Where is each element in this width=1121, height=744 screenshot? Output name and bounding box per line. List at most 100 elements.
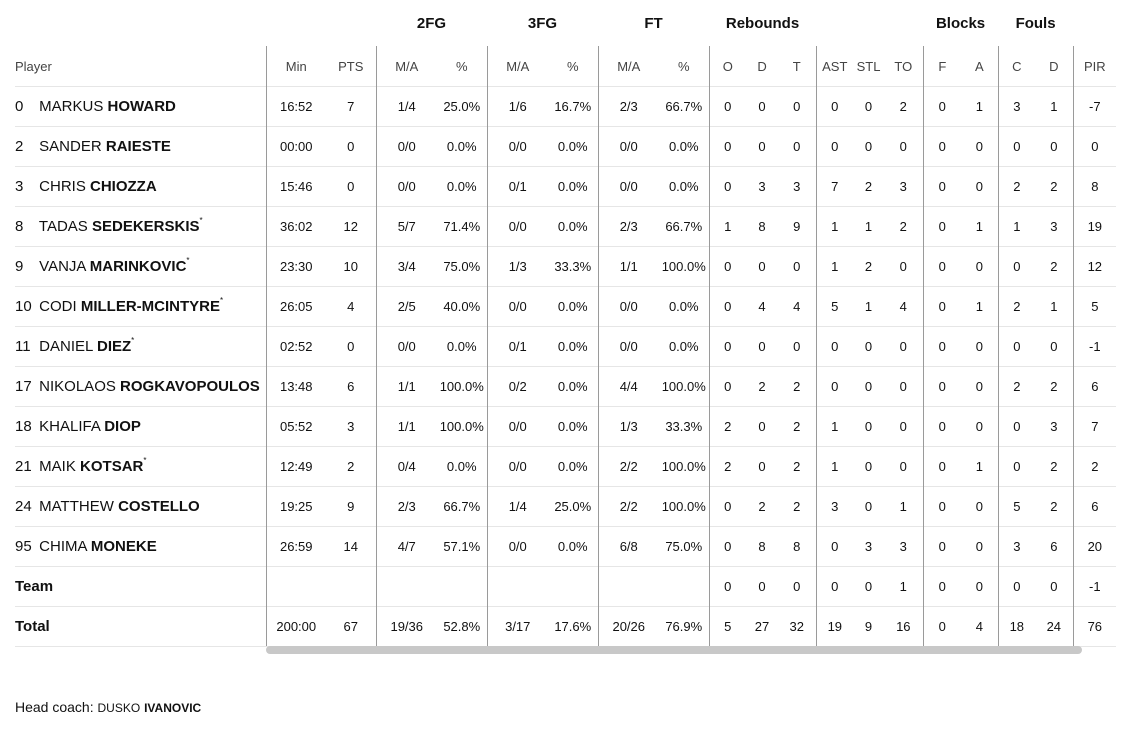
cell-reb-tot: 0 bbox=[778, 86, 817, 127]
cell-foul-drawn: 2 bbox=[1035, 486, 1074, 527]
header-ft-ma[interactable]: M/A bbox=[597, 46, 659, 87]
cell-stl: 0 bbox=[853, 126, 885, 167]
header-2fg-pct[interactable]: % bbox=[455, 58, 468, 74]
cell-3fg-ma: 3/17 bbox=[486, 606, 548, 647]
player-name-cell[interactable]: 0 MARKUS HOWARD bbox=[15, 86, 266, 127]
header-player[interactable]: Player bbox=[15, 58, 52, 74]
cell-reb-off: 2 bbox=[708, 446, 747, 487]
player-name-cell[interactable]: 8 TADAS SEDEKERSKIS* bbox=[15, 206, 266, 247]
cell-pts: 7 bbox=[326, 86, 376, 127]
cell-min: 12:49 bbox=[265, 446, 326, 487]
cell-foul-committed: 1 bbox=[997, 206, 1036, 247]
player-number: 3 bbox=[15, 178, 24, 195]
team-row: Team 0 0 0 0 0 1 0 0 0 0 -1 bbox=[15, 566, 1117, 607]
cell-blk-against: 0 bbox=[961, 326, 999, 367]
player-first-name: MATTHEW bbox=[39, 498, 114, 515]
cell-stl: 0 bbox=[853, 486, 885, 527]
player-name-cell[interactable]: 3 CHRIS CHIOZZA bbox=[15, 166, 266, 207]
player-name-cell[interactable]: 24 MATTHEW COSTELLO bbox=[15, 486, 266, 527]
header-2fg-ma[interactable]: M/A bbox=[375, 46, 437, 87]
player-row: 21 MAIK KOTSAR* 12:49 2 0/4 0.0% 0/0 0.0% 2/2 10… bbox=[15, 446, 1117, 487]
cell-foul-committed: 2 bbox=[997, 166, 1036, 207]
header-reb-def[interactable]: D bbox=[757, 58, 767, 74]
player-name-cell[interactable]: 2 SANDER RAIESTE bbox=[15, 126, 266, 167]
cell-blk-against: 1 bbox=[961, 86, 999, 127]
player-first-name: KHALIFA bbox=[39, 418, 101, 435]
player-name-cell[interactable]: 10 CODI MILLER-MCINTYRE* bbox=[15, 286, 266, 327]
header-to[interactable]: TO bbox=[894, 58, 913, 74]
cell-reb-tot: 32 bbox=[778, 606, 817, 647]
player-row: 18 KHALIFA DIOP 05:52 3 1/1 100.0% 0/0 0.0% 1/3… bbox=[15, 406, 1117, 447]
cell-stl: 9 bbox=[853, 606, 885, 647]
cell-min: 15:46 bbox=[265, 166, 326, 207]
cell-ft-ma: 0/0 bbox=[597, 166, 659, 207]
cell-3fg-pct bbox=[548, 566, 598, 607]
player-name-cell[interactable]: 95 CHIMA MONEKE bbox=[15, 526, 266, 567]
header-3fg-pct[interactable]: % bbox=[566, 58, 579, 74]
player-number: 95 bbox=[15, 538, 32, 555]
player-last-name: ROGKAVOPOULOS bbox=[120, 378, 260, 395]
header-blk-against[interactable]: A bbox=[974, 58, 984, 74]
cell-reb-def: 0 bbox=[746, 446, 779, 487]
cell-3fg-ma: 0/1 bbox=[486, 166, 548, 207]
header-min[interactable]: Min bbox=[265, 46, 326, 87]
starter-marker-icon: * bbox=[220, 296, 224, 305]
cell-blk-for: 0 bbox=[922, 206, 962, 247]
cell-reb-off: 5 bbox=[708, 606, 747, 647]
player-name-cell[interactable]: 17 NIKOLAOS ROGKAVOPOULOS bbox=[15, 366, 266, 407]
header-foul-drawn[interactable]: D bbox=[1049, 58, 1059, 74]
cell-ft-ma: 1/3 bbox=[597, 406, 659, 447]
cell-ast: 1 bbox=[815, 446, 854, 487]
cell-reb-def: 4 bbox=[746, 286, 779, 327]
header-ast[interactable]: AST bbox=[815, 46, 854, 87]
header-blk-for[interactable]: F bbox=[922, 46, 962, 87]
player-last-name: MONEKE bbox=[90, 538, 157, 555]
group-blocks: Blocks bbox=[935, 14, 986, 32]
player-first-name: MAIK bbox=[39, 458, 76, 475]
cell-3fg-ma: 0/0 bbox=[486, 206, 548, 247]
cell-foul-drawn: 2 bbox=[1035, 446, 1074, 487]
cell-reb-def: 3 bbox=[746, 166, 779, 207]
player-last-name: HOWARD bbox=[107, 98, 176, 115]
header-pts[interactable]: PTS bbox=[338, 58, 364, 74]
cell-2fg-pct: 40.0% bbox=[437, 286, 487, 327]
player-row: 9 VANJA MARINKOVIC* 23:30 10 3/4 75.0% 1/3 33.… bbox=[15, 246, 1117, 287]
cell-stl: 0 bbox=[853, 366, 885, 407]
header-3fg-ma[interactable]: M/A bbox=[486, 46, 548, 87]
cell-2fg-ma: 2/5 bbox=[375, 286, 437, 327]
header-pir[interactable]: PIR bbox=[1072, 46, 1117, 87]
cell-reb-tot: 2 bbox=[778, 406, 817, 447]
player-name-cell[interactable]: 21 MAIK KOTSAR* bbox=[15, 446, 266, 487]
player-number: 24 bbox=[15, 498, 32, 515]
player-name-cell[interactable]: 9 VANJA MARINKOVIC* bbox=[15, 246, 266, 287]
cell-foul-drawn: 0 bbox=[1035, 126, 1074, 167]
cell-pir: -1 bbox=[1072, 326, 1117, 367]
cell-stl: 0 bbox=[853, 406, 885, 447]
cell-foul-drawn: 1 bbox=[1035, 286, 1074, 327]
cell-pts: 12 bbox=[326, 206, 376, 247]
player-name-cell[interactable]: 11 DANIEL DIEZ* bbox=[15, 326, 266, 367]
cell-ft-ma: 0/0 bbox=[597, 286, 659, 327]
horizontal-scrollbar[interactable] bbox=[266, 646, 1082, 654]
cell-pts: 9 bbox=[326, 486, 376, 527]
header-ft-pct[interactable]: % bbox=[677, 58, 690, 74]
header-reb-tot[interactable]: T bbox=[792, 58, 801, 74]
cell-pir: 8 bbox=[1072, 166, 1117, 207]
header-reb-off[interactable]: O bbox=[708, 46, 747, 87]
head-coach-first-name: DUSKO bbox=[97, 701, 141, 715]
cell-reb-tot: 2 bbox=[778, 446, 817, 487]
header-stl[interactable]: STL bbox=[856, 58, 881, 74]
player-name-cell[interactable]: 18 KHALIFA DIOP bbox=[15, 406, 266, 447]
cell-2fg-ma: 19/36 bbox=[375, 606, 437, 647]
cell-to: 1 bbox=[884, 486, 924, 527]
player-number: 8 bbox=[15, 218, 24, 235]
cell-reb-off: 0 bbox=[708, 526, 747, 567]
cell-ft-ma: 2/2 bbox=[597, 446, 659, 487]
header-foul-committed[interactable]: C bbox=[997, 46, 1036, 87]
cell-pir: -1 bbox=[1072, 566, 1117, 607]
player-last-name: MILLER-MCINTYRE bbox=[80, 298, 220, 315]
cell-foul-drawn: 2 bbox=[1035, 246, 1074, 287]
player-number: 9 bbox=[15, 258, 24, 275]
cell-foul-committed: 18 bbox=[997, 606, 1036, 647]
cell-reb-def: 0 bbox=[746, 126, 779, 167]
